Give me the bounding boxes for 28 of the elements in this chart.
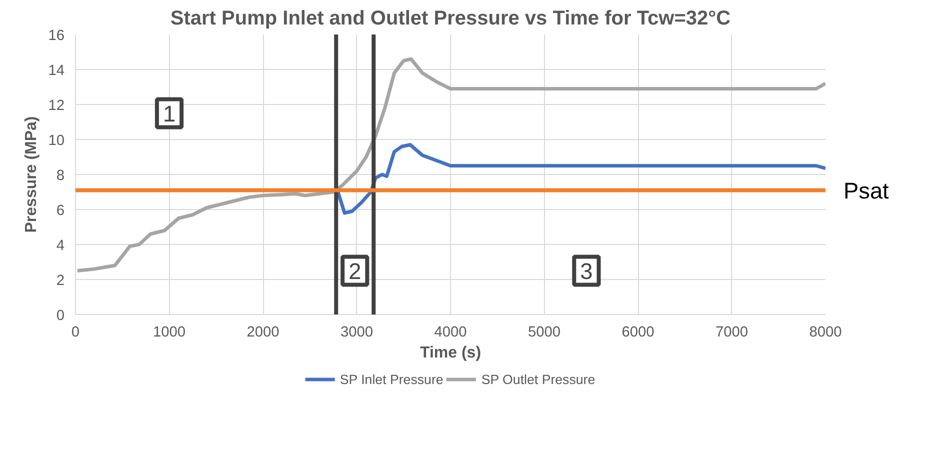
- x-tick-label: 1000: [152, 324, 186, 340]
- x-tick-label: 6000: [622, 324, 654, 340]
- x-tick-label: 0: [71, 324, 80, 340]
- ref-line-label: Psat: [844, 177, 890, 204]
- y-tick-label: 6: [56, 203, 65, 219]
- y-tick-label: 10: [48, 133, 65, 149]
- y-tick-label: 2: [56, 273, 65, 289]
- y-tick-label: 8: [56, 168, 65, 184]
- x-tick-label: 4000: [434, 324, 467, 340]
- x-tick-label: 2000: [246, 324, 280, 340]
- x-tick-label: 3000: [340, 324, 374, 340]
- y-tick-label: 12: [48, 98, 65, 114]
- x-tick-label: 5000: [528, 324, 561, 340]
- x-tick-label: 7000: [715, 324, 748, 340]
- x-tick-label: 8000: [809, 324, 842, 340]
- legend-label: SP Outlet Pressure: [481, 372, 596, 386]
- legend-label: SP Inlet Pressure: [340, 372, 444, 386]
- chart-title: Start Pump Inlet and Outlet Pressure vs Time for Tcw=32°C: [170, 8, 731, 30]
- y-tick-label: 4: [56, 238, 65, 254]
- annotation: 1: [162, 100, 176, 126]
- y-tick-label: 0: [56, 308, 65, 324]
- y-tick-label: 14: [48, 63, 65, 79]
- line-series: [336, 143, 826, 215]
- x-axis-title: Time (s): [420, 344, 482, 362]
- annotation: 2: [348, 258, 362, 284]
- y-tick-label: 16: [48, 28, 65, 44]
- annotation: 3: [580, 258, 593, 284]
- y-axis-title: Pressure (MPa): [23, 116, 40, 233]
